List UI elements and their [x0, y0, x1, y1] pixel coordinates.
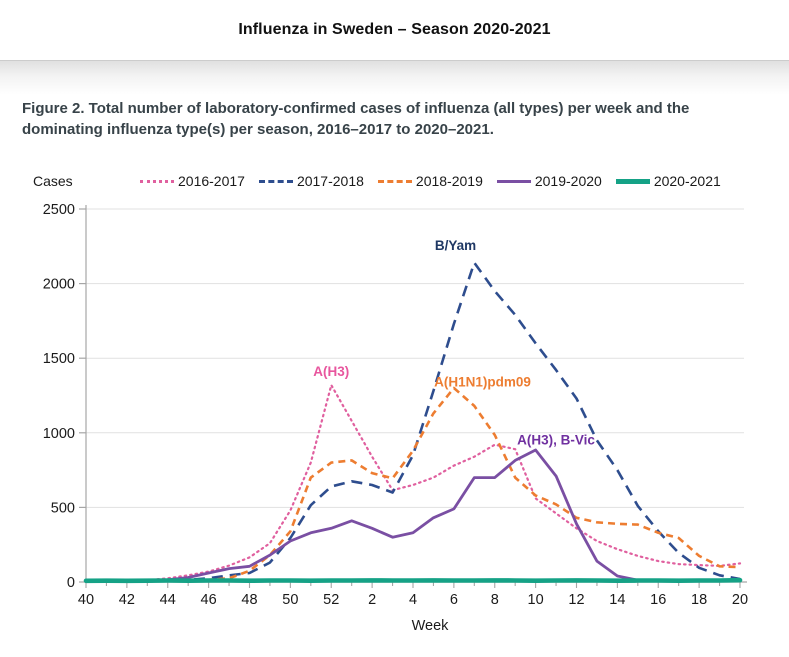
series-line-2020-2021 [83, 577, 743, 584]
figure-caption: Figure 2. Total number of laboratory-con… [22, 100, 690, 138]
chart-legend: Cases 2016-2017 2017-2018 2018-2019 2019-20… [0, 171, 789, 193]
x-tick-label: 2 [368, 592, 376, 608]
x-tick-label: 44 [160, 592, 176, 608]
y-axis-title: Cases [33, 173, 73, 189]
legend-item-2019-2020: 2019-2020 [496, 173, 602, 189]
annotation-A(H1N1)pdm09: A(H1N1)pdm09 [434, 375, 531, 390]
legend-item-2018-2019: 2018-2019 [377, 173, 483, 189]
x-tick-label: 16 [650, 592, 666, 608]
x-tick-label: 14 [609, 592, 625, 608]
legend-label: 2016-2017 [178, 173, 245, 189]
legend-label: 2018-2019 [415, 173, 483, 189]
series-line-2016-2017 [84, 384, 742, 583]
header: Influenza in Sweden – Season 2020-2021 [0, 0, 789, 60]
x-tick-label: 8 [491, 592, 499, 608]
legend-item-2016-2017: 2016-2017 [140, 173, 245, 189]
y-tick-label: 1000 [43, 426, 75, 442]
x-tick-label: 4 [409, 592, 417, 608]
annotation-B/Yam: B/Yam [435, 238, 476, 253]
y-tick-label: 500 [51, 500, 75, 516]
legend-item-2020-2021: 2020-2021 [615, 173, 721, 189]
legend-swatch-2018-2019 [377, 179, 412, 183]
legend-swatch-2017-2018 [258, 179, 293, 183]
x-tick-label: 12 [568, 592, 584, 608]
legend-swatch-2019-2020 [496, 179, 531, 183]
x-tick-label: 10 [528, 592, 544, 608]
chart-area: Cases 2016-2017 2017-2018 2018-2019 2019-20… [0, 163, 789, 657]
legend-label: 2019-2020 [534, 173, 602, 189]
x-tick-label: 20 [732, 592, 748, 608]
annotation-A(H3), B-Vic: A(H3), B-Vic [517, 433, 595, 448]
annotation-A(H3): A(H3) [313, 364, 349, 379]
legend-item-2017-2018: 2017-2018 [258, 173, 364, 189]
legend-label: 2017-2018 [296, 173, 364, 189]
x-tick-label: 48 [241, 592, 257, 608]
y-tick-label: 2500 [43, 202, 75, 218]
x-tick-label: 6 [450, 592, 458, 608]
x-tick-label: 50 [282, 592, 298, 608]
legend-items: 2016-2017 2017-2018 2018-2019 2019-2020 2020… [140, 173, 721, 189]
x-axis-title: Week [412, 618, 450, 634]
y-tick-label: 2000 [43, 277, 75, 293]
series-line-2019-2020 [84, 448, 742, 584]
legend-swatch-2016-2017 [140, 179, 174, 183]
x-tick-label: 52 [323, 592, 339, 608]
legend-swatch-2020-2021 [615, 178, 650, 184]
legend-label: 2020-2021 [653, 173, 721, 189]
x-tick-label: 18 [691, 592, 707, 608]
x-tick-label: 40 [78, 592, 94, 608]
y-tick-label: 1500 [43, 351, 75, 367]
x-tick-label: 46 [201, 592, 217, 608]
header-divider [0, 60, 789, 95]
y-tick-label: 0 [67, 575, 75, 591]
page-title: Influenza in Sweden – Season 2020-2021 [238, 21, 551, 38]
x-tick-label: 42 [119, 592, 135, 608]
